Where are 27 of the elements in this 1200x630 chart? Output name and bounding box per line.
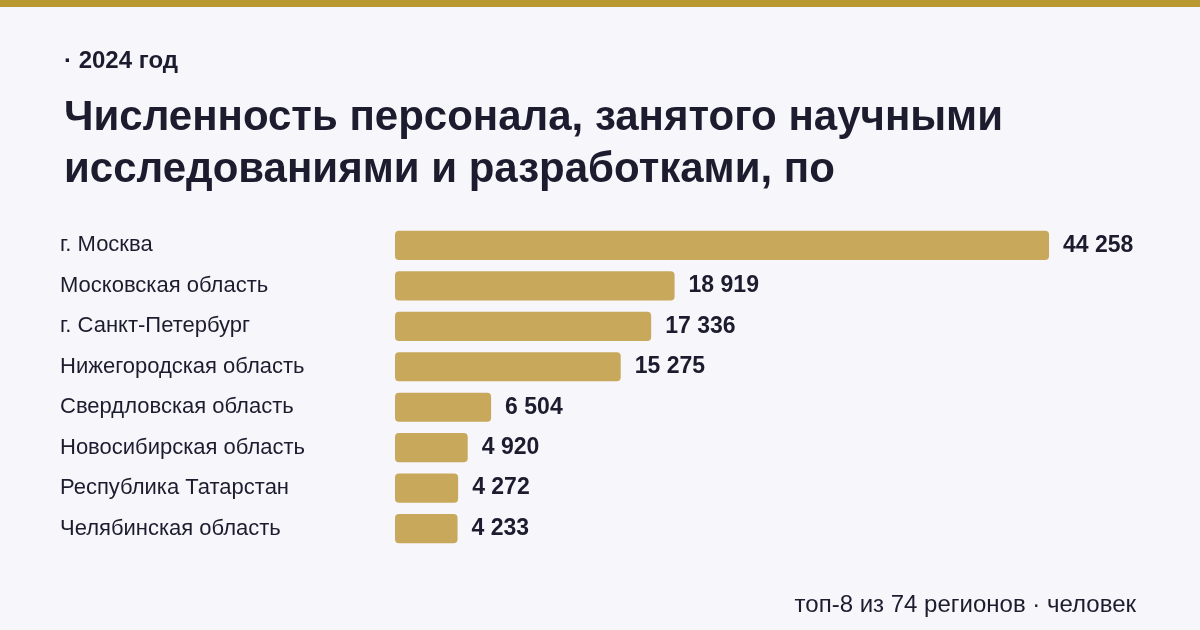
bar (395, 352, 621, 382)
y-tick-label: Свердловская область (60, 393, 294, 419)
bar (395, 473, 459, 503)
bar (395, 392, 492, 422)
y-tick-label: Нижегородская область (60, 352, 305, 378)
data-label: 15 275 (634, 352, 706, 379)
text: топ-8 из 74 регионов · человек (794, 590, 1136, 618)
data-label: 4 272 (472, 473, 530, 500)
chart-title: Численность персонала, занятого научными исследованиями и разработками, по (64, 91, 1004, 193)
data-label: 4 920 (481, 433, 540, 460)
y-tick-label: Челябинская область (60, 514, 281, 540)
bar (395, 311, 652, 341)
bar (395, 230, 1050, 260)
data-label: 17 336 (665, 311, 736, 338)
y-tick-label: Московская область (60, 271, 269, 297)
data-label: 44 258 (1063, 230, 1134, 257)
y-tick-label: г. Москва (60, 231, 154, 257)
bar (395, 271, 675, 301)
y-tick-label: Республика Татарстан (60, 474, 290, 500)
y-tick-label: Новосибирская область (60, 433, 306, 459)
bar (395, 433, 468, 463)
data-label: 6 504 (505, 392, 563, 419)
data-label: 18 919 (688, 271, 759, 298)
text: · 2024 год (64, 46, 178, 74)
bar (395, 514, 458, 544)
data-label: 4 233 (471, 513, 530, 540)
y-tick-label: г. Санкт-Петербург (60, 312, 251, 338)
